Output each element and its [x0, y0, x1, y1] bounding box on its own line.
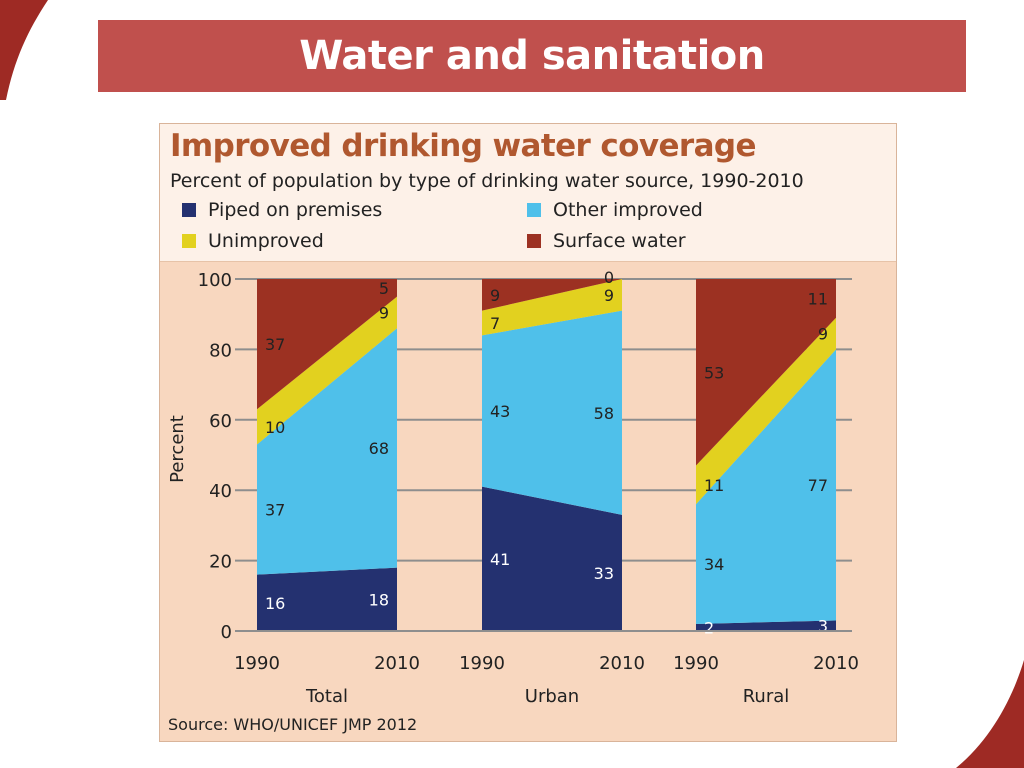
area-total-piped — [257, 567, 397, 631]
data-label: 53 — [704, 363, 724, 382]
area-total-unimproved — [257, 296, 397, 445]
y-tick-label: 40 — [209, 481, 232, 502]
x-group-label: Total — [305, 686, 348, 707]
slide-title: Water and sanitation — [299, 33, 765, 79]
data-label: 0 — [604, 268, 614, 287]
y-axis-label: Percent — [167, 415, 188, 483]
legend-item-unimproved: Unimproved — [182, 230, 324, 252]
legend-label-piped: Piped on premises — [208, 199, 383, 221]
y-tick-label: 60 — [209, 411, 232, 432]
data-label: 7 — [490, 314, 500, 333]
area-rural-other — [696, 349, 836, 624]
area-urban-unimproved — [482, 279, 622, 336]
data-label: 34 — [704, 555, 724, 574]
data-label: 77 — [808, 476, 828, 495]
area-total-surface — [257, 279, 397, 410]
data-label: 16 — [265, 594, 285, 613]
data-label: 43 — [490, 402, 510, 421]
legend-label-unimproved: Unimproved — [208, 230, 324, 252]
area-total-other — [257, 328, 397, 575]
legend-swatch-piped — [182, 203, 196, 217]
x-tick-label: 2010 — [599, 653, 645, 674]
chart-source: Source: WHO/UNICEF JMP 2012 — [168, 715, 418, 734]
data-label: 5 — [379, 279, 389, 298]
legend-swatch-other — [527, 203, 541, 217]
x-tick-label: 1990 — [673, 653, 719, 674]
legend-label-other: Other improved — [553, 199, 703, 221]
chart-title: Improved drinking water coverage — [170, 128, 757, 164]
y-tick-label: 0 — [221, 622, 232, 643]
area-urban-other — [482, 310, 622, 515]
area-rural-piped — [696, 620, 836, 631]
legend-swatch-surface — [527, 234, 541, 248]
y-tick-label: 100 — [198, 270, 232, 291]
data-label: 37 — [265, 501, 285, 520]
legend-swatch-unimproved — [182, 234, 196, 248]
data-label: 37 — [265, 335, 285, 354]
x-tick-label: 1990 — [459, 653, 505, 674]
area-urban-piped — [482, 486, 622, 631]
data-label: 58 — [594, 404, 614, 423]
data-label: 9 — [818, 325, 828, 344]
data-label: 11 — [704, 476, 724, 495]
data-label: 41 — [490, 550, 510, 569]
data-label: 3 — [818, 617, 828, 636]
y-tick-label: 80 — [209, 340, 232, 361]
area-rural-surface — [696, 279, 836, 466]
data-label: 9 — [379, 303, 389, 322]
legend-item-piped: Piped on premises — [182, 199, 382, 221]
chart-subtitle: Percent of population by type of drinkin… — [170, 170, 804, 192]
y-tick-label: 20 — [209, 552, 232, 573]
chart-panel: Improved drinking water coverage Percent… — [159, 123, 897, 742]
data-label: 68 — [369, 439, 389, 458]
x-group-label: Rural — [743, 686, 790, 707]
x-tick-label: 2010 — [813, 653, 859, 674]
data-label: 33 — [594, 564, 614, 583]
legend-item-other: Other improved — [527, 199, 703, 221]
chart-header: Improved drinking water coverage Percent… — [160, 124, 896, 262]
data-label: 2 — [704, 618, 714, 637]
legend-label-surface: Surface water — [553, 230, 686, 252]
slide-title-banner: Water and sanitation — [98, 20, 966, 92]
data-label: 18 — [369, 590, 389, 609]
x-tick-label: 2010 — [374, 653, 420, 674]
data-label: 10 — [265, 418, 285, 437]
data-label: 11 — [808, 289, 828, 308]
legend-item-surface: Surface water — [527, 230, 686, 252]
x-tick-label: 1990 — [234, 653, 280, 674]
data-label: 9 — [490, 286, 500, 305]
data-label: 9 — [604, 286, 614, 305]
x-group-label: Urban — [525, 686, 579, 707]
area-rural-unimproved — [696, 317, 836, 505]
